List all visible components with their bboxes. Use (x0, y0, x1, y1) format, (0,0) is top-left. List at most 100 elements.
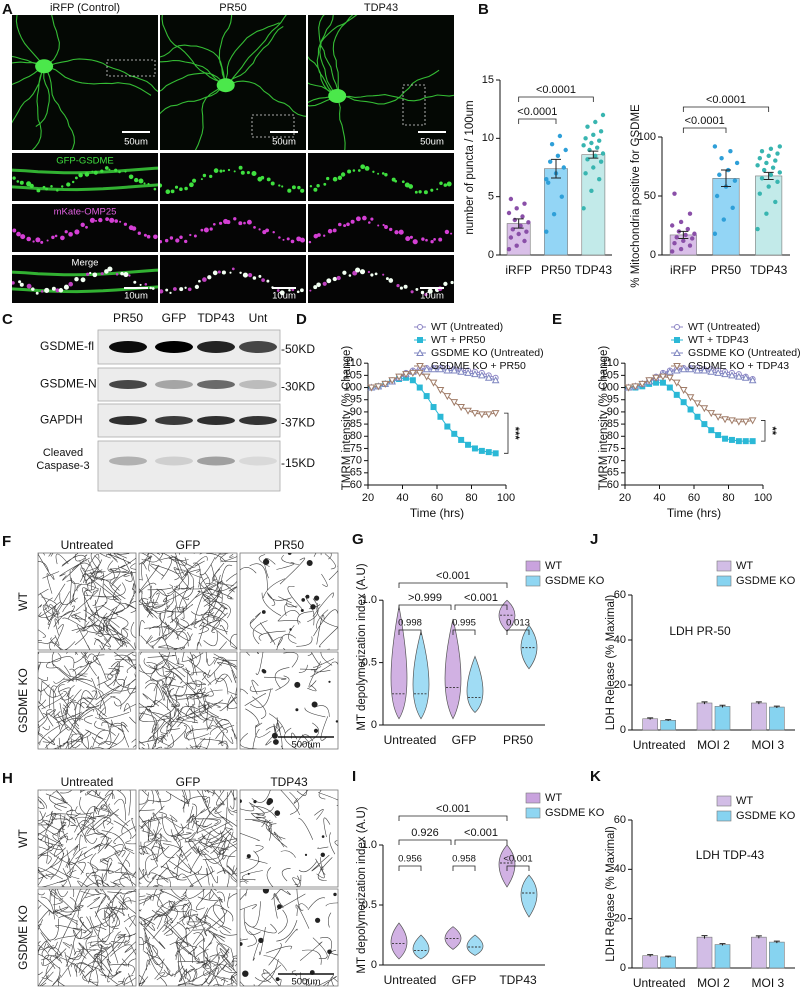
punctum (348, 274, 352, 277)
debris (263, 558, 270, 566)
band (239, 341, 277, 353)
panel-letter: A (2, 1, 13, 18)
neurite (12, 268, 158, 277)
punctum (381, 172, 385, 175)
data-point (773, 199, 778, 205)
significance-bracket (398, 839, 452, 845)
channel-label: Merge (72, 258, 99, 269)
data-point (755, 226, 760, 232)
punctum (200, 178, 203, 181)
scale-label: 500um (291, 977, 320, 988)
size-label: -15KD (281, 456, 315, 470)
scale-label: 500um (291, 740, 320, 751)
punctum (100, 272, 104, 276)
scale-label: 50um (420, 137, 444, 148)
scale-label: 10um (272, 291, 296, 302)
data-point (485, 449, 492, 456)
punctum (265, 228, 269, 233)
punctum (309, 184, 313, 188)
clipped (240, 889, 338, 986)
row-label: GSDME-fl (40, 339, 94, 353)
clipped (139, 889, 237, 986)
data-point (478, 371, 486, 379)
column-header: GFP (176, 775, 201, 789)
debris (258, 937, 264, 944)
legend-label: GSDME KO + TDP43 (688, 360, 789, 372)
punctum (266, 177, 271, 182)
punctum (19, 282, 24, 287)
row-label: GAPDH (40, 413, 83, 427)
debris (289, 628, 292, 631)
data-point (597, 138, 602, 143)
data-point (721, 416, 729, 424)
punctum (229, 271, 232, 274)
y-tick-label: 70 (607, 455, 619, 467)
microtubules (240, 889, 338, 986)
error-bar (513, 218, 524, 229)
panel-letter: B (478, 1, 489, 18)
data-point (672, 379, 681, 387)
data-point (768, 172, 774, 177)
punctum (153, 234, 158, 240)
data-point (719, 156, 724, 161)
column-header: iRFP (Control) (50, 2, 120, 14)
data-point (465, 441, 472, 448)
data-point (409, 377, 416, 384)
punctum (430, 188, 434, 192)
y-tick-label: 65 (607, 467, 619, 479)
punctum (309, 289, 312, 292)
debris (253, 800, 257, 804)
band (109, 416, 147, 425)
scale-label: 10um (420, 291, 444, 302)
significance-label: 0.926 (411, 827, 439, 839)
error-bar (551, 158, 561, 179)
data-point (764, 160, 769, 166)
error-bar (665, 719, 672, 721)
data-point (768, 146, 774, 151)
punctum (382, 273, 385, 276)
clipped (38, 790, 136, 887)
punctum (394, 179, 398, 183)
x-tick-label: PR50 (711, 263, 741, 277)
y-tick-label: 105 (601, 369, 619, 381)
row-label: GSDME-N (40, 377, 97, 391)
y-tick-label: 0.5 (362, 657, 377, 669)
size-label: -30KD (281, 380, 315, 394)
punctum (146, 234, 151, 239)
punctum (357, 169, 361, 172)
panel-letter: F (2, 533, 11, 550)
error-bar (701, 935, 708, 939)
punctum (174, 185, 179, 189)
data-point (707, 410, 716, 418)
panel-letter: K (590, 768, 601, 785)
y-tick-label: 75 (350, 442, 362, 454)
clipped (160, 15, 306, 150)
debris (277, 904, 282, 910)
band (239, 416, 277, 425)
data-point (721, 217, 726, 222)
punctum (394, 230, 399, 235)
punctum (193, 234, 197, 238)
data-point (721, 370, 729, 378)
punctum (281, 185, 284, 188)
significance-bracket (682, 106, 770, 112)
punctum (179, 187, 183, 192)
micrograph-strip (160, 204, 306, 252)
punctum (297, 185, 301, 190)
significance-bracket (682, 127, 727, 133)
data-point (755, 163, 760, 168)
clipped (139, 553, 237, 650)
data-point (544, 176, 549, 182)
punctum (29, 183, 34, 189)
y-tick-label: 40 (614, 863, 626, 875)
punctum (170, 189, 175, 194)
x-tick-label: Untreated (384, 973, 437, 987)
punctum (355, 216, 361, 222)
microtubules (38, 790, 136, 887)
data-point (416, 384, 423, 391)
punctum (382, 223, 385, 227)
data-point (670, 249, 675, 254)
y-tick-label: 80 (607, 430, 619, 442)
punctum (139, 283, 142, 286)
